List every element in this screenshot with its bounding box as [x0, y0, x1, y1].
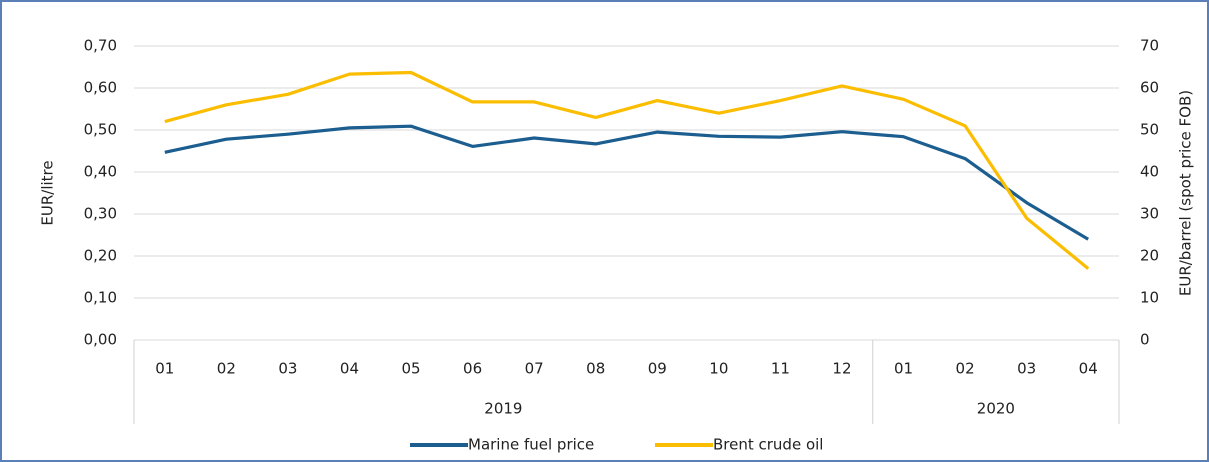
- x-tick-label: 07: [525, 360, 544, 378]
- legend-label: Brent crude oil: [713, 436, 823, 454]
- legend-label: Marine fuel price: [468, 436, 594, 454]
- y-tick-label: 0,00: [84, 331, 117, 349]
- y2-tick-label: 20: [1140, 247, 1159, 265]
- series-line: [164, 70, 1090, 270]
- x-tick-label: 12: [832, 360, 851, 378]
- y2-tick-label: 50: [1140, 121, 1159, 139]
- x-tick-label: 09: [648, 360, 667, 378]
- y-tick-label: 0,70: [84, 37, 117, 55]
- x-tick-label: 03: [278, 360, 297, 378]
- x-tick-label: 06: [463, 360, 482, 378]
- x-tick-label: 11: [771, 360, 790, 378]
- x-tick-label: 01: [155, 360, 174, 378]
- x-tick-label: 02: [956, 360, 975, 378]
- y-tick-label: 0,60: [84, 79, 117, 97]
- y2-tick-label: 70: [1140, 37, 1159, 55]
- y2-tick-label: 30: [1140, 205, 1159, 223]
- y2-tick-label: 10: [1140, 289, 1159, 307]
- y2-tick-label: 40: [1140, 163, 1159, 181]
- x-tick-label: 10: [709, 360, 728, 378]
- y-tick-label: 0,40: [84, 163, 117, 181]
- x-tick-label: 02: [217, 360, 236, 378]
- y-tick-label: 0,20: [84, 247, 117, 265]
- y2-tick-label: 0: [1140, 331, 1150, 349]
- y-tick-label: 0,30: [84, 205, 117, 223]
- x-group-label: 2019: [484, 400, 522, 418]
- y2-tick-label: 60: [1140, 79, 1159, 97]
- x-tick-label: 04: [1079, 360, 1098, 378]
- y-axis-label: EUR/litre: [39, 160, 57, 225]
- x-tick-label: 04: [340, 360, 359, 378]
- y-tick-label: 0,10: [84, 289, 117, 307]
- y-tick-label: 0,50: [84, 121, 117, 139]
- y2-axis-label: EUR/barrel (spot price FOB): [1177, 90, 1195, 296]
- x-tick-label: 03: [1017, 360, 1036, 378]
- x-tick-label: 01: [894, 360, 913, 378]
- x-tick-label: 08: [586, 360, 605, 378]
- series-line: [164, 124, 1090, 241]
- x-tick-label: 05: [401, 360, 420, 378]
- x-group-label: 2020: [977, 400, 1015, 418]
